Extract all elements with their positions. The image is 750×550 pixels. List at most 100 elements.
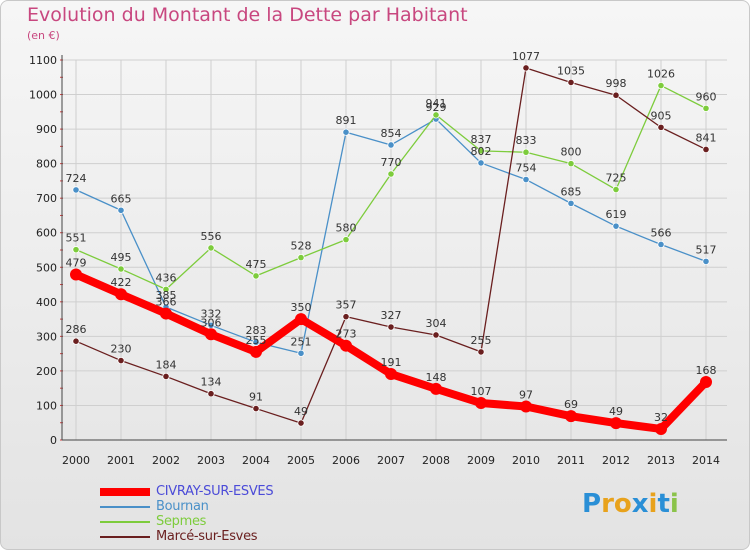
- data-point-marc-sur-esves: [657, 123, 665, 131]
- x-tick-label: 2013: [647, 454, 675, 467]
- data-label-civray-sur-esves: 69: [564, 398, 578, 411]
- data-point-marc-sur-esves: [522, 64, 530, 72]
- y-tick-label: 100: [36, 399, 57, 412]
- data-point-bournan: [477, 159, 485, 167]
- data-point-sepmes: [387, 170, 395, 178]
- legend-swatch: [100, 488, 150, 496]
- x-tick-label: 2011: [557, 454, 585, 467]
- x-tick-label: 2012: [602, 454, 630, 467]
- data-label-marc-sur-esves: 905: [651, 109, 672, 122]
- data-label-sepmes: 475: [246, 258, 267, 271]
- data-point-civray-sur-esves: [70, 268, 82, 281]
- unit-label: (en €): [27, 29, 60, 42]
- data-label-bournan: 251: [291, 335, 312, 348]
- x-tick-label: 2001: [107, 454, 135, 467]
- data-label-sepmes: 960: [696, 90, 717, 103]
- y-tick-label: 600: [36, 227, 57, 240]
- data-label-bournan: 891: [336, 114, 357, 127]
- data-label-civray-sur-esves: 148: [426, 371, 447, 384]
- legend-label: Marcé-sur-Esves: [156, 529, 258, 544]
- data-point-marc-sur-esves: [702, 145, 710, 154]
- data-point-civray-sur-esves: [700, 375, 712, 388]
- data-label-marc-sur-esves: 304: [426, 317, 447, 330]
- data-label-bournan: 566: [651, 226, 672, 239]
- data-label-marc-sur-esves: 184: [156, 358, 177, 371]
- data-label-civray-sur-esves: 479: [66, 257, 87, 270]
- data-point-civray-sur-esves: [610, 417, 622, 430]
- data-point-sepmes: [432, 111, 440, 119]
- data-label-marc-sur-esves: 286: [66, 323, 87, 336]
- data-label-civray-sur-esves: 107: [471, 385, 492, 398]
- data-label-marc-sur-esves: 255: [471, 334, 492, 347]
- y-tick-label: 400: [36, 296, 57, 309]
- data-label-sepmes: 941: [426, 97, 447, 110]
- data-point-bournan: [72, 186, 80, 194]
- data-label-sepmes: 833: [516, 134, 537, 147]
- data-label-sepmes: 725: [606, 172, 627, 185]
- data-point-bournan: [117, 206, 125, 214]
- data-label-sepmes: 436: [156, 271, 177, 284]
- data-point-marc-sur-esves: [387, 323, 395, 331]
- x-tick-label: 2006: [332, 454, 360, 467]
- data-point-sepmes: [252, 272, 260, 280]
- data-label-civray-sur-esves: 49: [609, 405, 623, 418]
- grid: [62, 59, 727, 441]
- data-label-marc-sur-esves: 230: [111, 343, 132, 356]
- data-label-civray-sur-esves: 366: [156, 296, 177, 309]
- data-point-civray-sur-esves: [205, 328, 217, 341]
- data-point-sepmes: [207, 244, 215, 252]
- y-tick-label: 900: [36, 123, 57, 136]
- data-point-sepmes: [297, 254, 305, 262]
- y-tick-label: 200: [36, 365, 57, 378]
- data-label-sepmes: 1026: [647, 68, 675, 81]
- axes: 0 100 200 300 400 500 600 700 800 900 1000 1100 2000…: [29, 54, 727, 467]
- data-point-marc-sur-esves: [162, 372, 170, 381]
- data-label-marc-sur-esves: 134: [201, 376, 222, 389]
- data-label-sepmes: 800: [561, 146, 582, 159]
- x-tick-label: 2008: [422, 454, 450, 467]
- data-label-civray-sur-esves: 32: [654, 411, 668, 424]
- data-label-bournan: 385: [156, 289, 177, 302]
- data-point-civray-sur-esves: [340, 339, 352, 352]
- data-point-bournan: [702, 257, 710, 265]
- data-point-bournan: [657, 240, 665, 249]
- x-tick-label: 2002: [152, 454, 180, 467]
- data-label-sepmes: 837: [471, 133, 492, 146]
- legend-item-bournan: Bournan: [100, 499, 360, 514]
- data-point-marc-sur-esves: [567, 78, 575, 87]
- data-label-marc-sur-esves: 1035: [557, 64, 585, 77]
- data-point-bournan: [567, 199, 575, 207]
- data-point-sepmes: [477, 147, 485, 155]
- data-label-bournan: 754: [516, 162, 537, 175]
- x-tick-label: 2003: [197, 454, 225, 467]
- data-label-bournan: 332: [201, 307, 222, 320]
- data-point-bournan: [522, 175, 530, 184]
- data-point-marc-sur-esves: [297, 419, 305, 427]
- data-label-marc-sur-esves: 841: [696, 131, 717, 144]
- data-point-sepmes: [702, 104, 710, 112]
- data-label-civray-sur-esves: 306: [201, 316, 222, 329]
- y-tick-label: 800: [36, 158, 57, 171]
- data-label-sepmes: 551: [66, 232, 87, 245]
- logo-letter: x: [631, 489, 649, 519]
- data-point-bournan: [612, 222, 620, 230]
- data-point-bournan: [387, 141, 395, 149]
- y-tick-label: 500: [36, 261, 57, 274]
- logo-letter: r: [601, 489, 614, 519]
- data-point-bournan: [342, 128, 350, 136]
- data-label-marc-sur-esves: 327: [381, 309, 402, 322]
- x-tick-label: 2009: [467, 454, 495, 467]
- x-tick-label: 2007: [377, 454, 405, 467]
- logo-letter: o: [613, 489, 632, 519]
- data-label-sepmes: 556: [201, 230, 222, 243]
- data-point-marc-sur-esves: [252, 404, 260, 413]
- data-label-bournan: 283: [246, 324, 267, 337]
- legend-swatch: [100, 506, 150, 508]
- data-label-civray-sur-esves: 422: [111, 276, 132, 289]
- x-tick-label: 2014: [692, 454, 720, 467]
- x-tick-label: 2004: [242, 454, 270, 467]
- legend-swatch: [100, 536, 150, 538]
- data-point-marc-sur-esves: [207, 390, 215, 398]
- data-label-civray-sur-esves: 97: [519, 388, 533, 401]
